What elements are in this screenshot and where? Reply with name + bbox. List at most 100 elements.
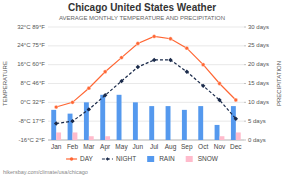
legend-label: RAIN	[159, 155, 175, 162]
x-tick-label: Aug	[165, 143, 177, 151]
x-tick-label: Oct	[198, 143, 208, 150]
line	[56, 60, 236, 124]
marker	[201, 84, 205, 88]
y-tick-label: 8°C 46°F	[21, 80, 46, 86]
bar	[236, 132, 241, 140]
y-tick-label: -8°C 17°F	[19, 118, 46, 124]
legend-item: NIGHT	[102, 155, 136, 162]
y2-tick-label: 25 days	[248, 42, 269, 48]
bar	[100, 95, 105, 140]
marker	[70, 119, 74, 123]
bar	[171, 140, 176, 141]
y2-tick-label: 10 days	[248, 99, 269, 105]
chart: Chicago United States Weather AVERAGE MON…	[0, 0, 284, 177]
marker	[234, 98, 238, 102]
x-tick-label: Mar	[83, 143, 95, 150]
grid-line	[48, 83, 244, 84]
bar	[198, 106, 203, 140]
bar	[182, 110, 187, 140]
legend-item: RAIN	[147, 155, 175, 162]
marker	[168, 58, 172, 62]
y2-tick	[244, 102, 246, 103]
line	[56, 36, 236, 107]
marker	[54, 121, 58, 125]
bar	[166, 106, 171, 140]
y2-axis-label: PRECIPITATION	[276, 61, 282, 106]
y2-tick-label: 15 days	[248, 80, 269, 86]
marker	[71, 100, 75, 104]
y2-tick-label: 5 days	[248, 118, 266, 124]
legend-marker	[106, 157, 110, 161]
y2-tick	[244, 64, 246, 65]
x-tick-label: Dec	[230, 143, 242, 150]
y2-tick	[244, 140, 246, 141]
bar	[154, 140, 159, 141]
y2-tick-label: 0 days	[248, 137, 266, 143]
bar	[203, 140, 208, 141]
legend-label: NIGHT	[116, 155, 136, 162]
y-tick-label: 16°C 60°F	[17, 61, 45, 67]
grid-line	[48, 64, 244, 65]
marker	[136, 42, 140, 46]
marker	[136, 65, 140, 69]
marker	[87, 107, 91, 111]
marker	[119, 79, 123, 83]
marker	[103, 93, 107, 97]
bar	[105, 136, 110, 140]
x-tick-label: May	[115, 143, 128, 151]
legend-item: DAY	[66, 155, 94, 162]
x-tick-label: Sep	[181, 143, 193, 151]
bar	[231, 106, 236, 140]
grid-line	[48, 102, 244, 103]
legend: DAY NIGHT RAIN SNOW	[66, 155, 219, 162]
y-tick-label: -16°C 2°F	[19, 137, 46, 143]
y-axis-label: TEMPERATURE	[2, 61, 8, 106]
marker	[218, 82, 222, 86]
x-tick-label: Jun	[133, 143, 144, 150]
x-tick-label: Nov	[214, 143, 226, 150]
bar	[215, 125, 220, 140]
bar	[73, 132, 78, 140]
y2-tick-label: 30 days	[248, 24, 269, 30]
bar	[220, 136, 225, 140]
y-tick-label: 32°C 89°F	[17, 24, 45, 30]
bar	[122, 140, 127, 141]
y-tick-label: 0°C 32°F	[21, 99, 46, 105]
grid-line	[48, 27, 244, 28]
grid-line	[48, 121, 244, 122]
title: Chicago United States Weather	[68, 2, 216, 13]
marker	[103, 70, 107, 74]
marker	[169, 37, 173, 41]
legend-marker	[70, 157, 73, 160]
y2-tick	[244, 45, 246, 46]
marker	[201, 63, 205, 67]
legend-item: SNOW	[186, 155, 219, 162]
marker	[185, 70, 189, 74]
bar	[68, 114, 73, 140]
grid-line	[48, 45, 244, 46]
legend-swatch	[147, 156, 154, 162]
x-tick-label: Feb	[67, 143, 79, 150]
y-tick-label: 24°C 75°F	[17, 42, 45, 48]
y2-tick	[244, 121, 246, 122]
legend-swatch	[186, 156, 193, 162]
bar	[117, 95, 122, 140]
y2-tick-label: 20 days	[248, 61, 269, 67]
bar	[89, 136, 94, 140]
bar	[56, 132, 61, 140]
bar	[133, 102, 138, 140]
x-tick-label: Jul	[150, 143, 159, 150]
marker	[87, 86, 91, 90]
y2-tick	[244, 83, 246, 84]
marker	[120, 56, 124, 60]
marker	[234, 117, 238, 121]
bar	[149, 106, 154, 140]
marker	[152, 35, 156, 39]
plot-area	[51, 35, 240, 140]
legend-label: DAY	[80, 155, 94, 162]
subtitle: AVERAGE MONTHLY TEMPERATURE AND PRECIPIT…	[59, 15, 225, 21]
marker	[152, 58, 156, 62]
x-tick-label: Apr	[100, 143, 111, 151]
marker	[54, 105, 58, 109]
y2-tick	[244, 27, 246, 28]
